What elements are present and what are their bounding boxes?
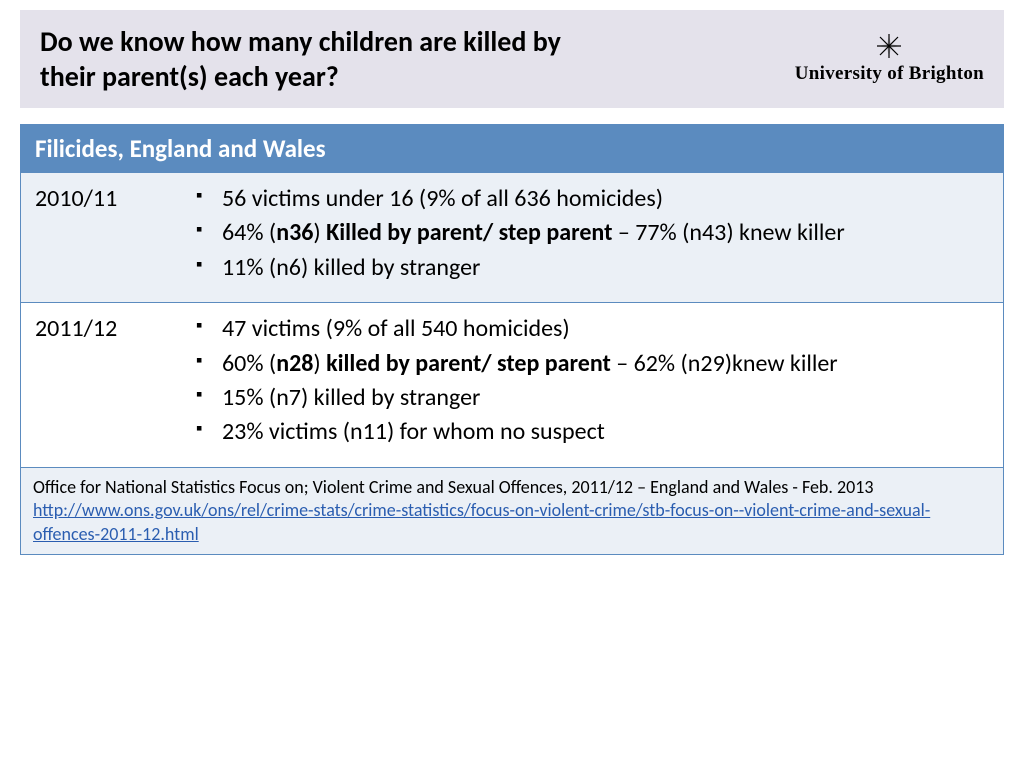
bullet-item: 56 victims under 16 (9% of all 636 homic… [196,183,845,215]
bullet-text: 23% victims (n11) for whom no suspect [222,417,605,446]
data-table: Filicides, England and Wales 2010/11 56 … [20,124,1004,555]
bullet-bold: Killed by parent/ step parent [326,218,612,247]
bullet-bold: killed by parent/ step parent [326,349,611,378]
bullet-text: 11% (n6) killed by stranger [222,253,480,282]
bullet-text: 47 victims (9% of all 540 homicides) [222,314,570,343]
bullet-bold: n28 [276,349,313,378]
citation-text: Office for National Statistics Focus on;… [33,476,874,498]
bullet-text: 64% ( [222,218,276,247]
bullet-item: 11% (n6) killed by stranger [196,252,845,284]
bullet-text: – 77% (n43) knew killer [612,218,844,247]
bullet-item: 64% (n36) Killed by parent/ step parent … [196,217,845,249]
bullet-item: 60% (n28) killed by parent/ step parent … [196,348,838,380]
bullet-text: ) [313,218,326,247]
bullets-cell: 47 victims (9% of all 540 homicides) 60%… [166,303,856,467]
logo-text: University of Brighton [795,63,984,85]
bullet-text: 60% ( [222,349,276,378]
star-icon [876,33,902,59]
bullet-item: 47 victims (9% of all 540 homicides) [196,313,838,345]
page-title: Do we know how many children are killed … [40,24,600,94]
university-logo: University of Brighton [795,33,984,85]
bullet-text: ) [313,349,326,378]
bullet-text: 15% (n7) killed by stranger [222,383,480,412]
bullet-bold: n36 [276,218,313,247]
table-row: 2010/11 56 victims under 16 (9% of all 6… [21,172,1003,302]
citation-link[interactable]: http://www.ons.gov.uk/ons/rel/crime-stat… [33,499,930,544]
bullet-item: 15% (n7) killed by stranger [196,382,838,414]
year-cell: 2011/12 [21,303,166,467]
header-banner: Do we know how many children are killed … [20,10,1004,108]
bullet-text: – 62% (n29)knew killer [611,349,838,378]
table-title: Filicides, England and Wales [21,125,1003,172]
bullet-item: 23% victims (n11) for whom no suspect [196,416,838,448]
citation-row: Office for National Statistics Focus on;… [21,467,1003,554]
table-row: 2011/12 47 victims (9% of all 540 homici… [21,302,1003,467]
bullets-cell: 56 victims under 16 (9% of all 636 homic… [166,173,863,302]
year-cell: 2010/11 [21,173,166,302]
bullet-text: 56 victims under 16 (9% of all 636 homic… [222,184,663,213]
